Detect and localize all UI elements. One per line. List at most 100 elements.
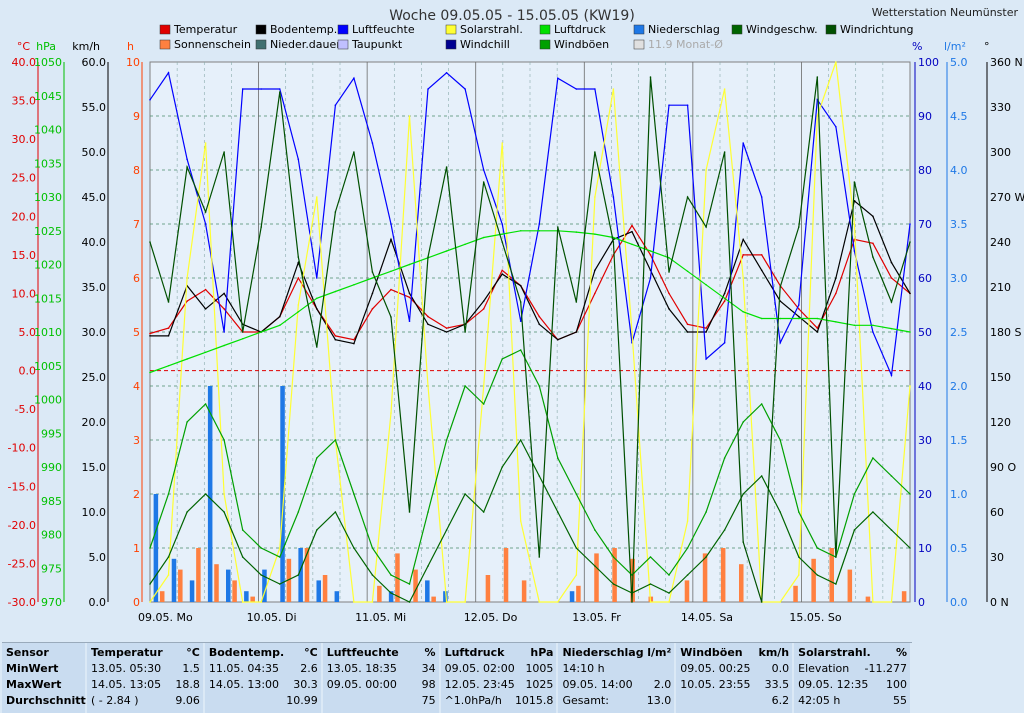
stats-cell: Gesamt: [562,694,609,707]
y-tick-label: 30.0 [82,326,107,339]
bar-niederschlag [443,591,448,602]
series-point [371,308,374,310]
series-point [149,99,151,101]
series-point [538,229,541,232]
series-point [538,475,541,477]
series-point [241,337,244,340]
y-tick-label: 2 [133,488,140,501]
series-point [557,338,559,341]
bar-sonnenschein [178,569,183,602]
y-tick-label: 60 [990,506,1004,519]
bar-sonnenschein [431,596,436,602]
series-point [297,304,300,306]
stats-cell: 10.05. 23:55 [680,678,751,691]
series-point [538,385,541,387]
legend-swatch [445,24,457,35]
y-tick-label: 1000 [34,394,62,407]
bar-sonnenschein [739,564,744,602]
y-tick-label: -20.0 [8,519,36,532]
stats-cell: 09.05. 02:00 [444,662,515,675]
series-point [797,511,800,513]
series-point [909,241,911,243]
series-point [909,385,911,387]
series-point [612,196,615,198]
series-point [760,403,763,405]
series-point [204,211,207,213]
series-point [464,243,466,246]
series-point [816,115,819,117]
x-tick-label: 10.05. Di [247,611,297,624]
bar-sonnenschein [286,558,292,602]
bar-niederschlag [280,386,285,602]
x-tick-label: 09.05. Mo [138,611,193,624]
series-point [390,238,392,241]
y-tick-label: 0 [918,596,925,609]
series-point [223,344,225,347]
legend-swatch [255,24,267,35]
bar-sonnenschein [503,548,509,602]
series-point [872,215,874,218]
series-point [223,439,225,441]
y-tick-label: 3 [133,434,140,447]
series-point [575,301,578,303]
series-line [149,438,911,603]
series-point [705,169,707,171]
series-point [538,556,541,558]
y-tick-label: 15.0 [82,461,107,474]
chart-title: Woche 09.05.05 - 15.05.05 (KW19) [389,8,635,24]
legend-label: Bodentemp. [270,23,337,36]
series-point [631,243,633,246]
y-tick-label: -25.0 [8,557,36,570]
series-point [334,511,337,513]
stats-row: 14.05. 13:05 18.8 [91,677,200,693]
series-point [816,331,819,333]
series-point [223,331,225,333]
series-point [853,529,856,531]
y-tick-label: 300 [990,146,1011,159]
series-point [445,166,448,168]
y-tick-label: 45.0 [82,191,107,204]
legend-label: Luftfeuchte [352,23,415,36]
series-point [297,261,300,264]
stats-row: 13.05. 05:30 1.5 [91,661,200,677]
series-point [835,277,837,279]
y-tick-label: 90 [918,110,932,123]
bar-sonnenschein [594,553,599,602]
stats-row: 14:10 h [562,661,671,677]
series-point [223,493,225,495]
series-point [445,327,448,329]
series-point [668,104,670,106]
stats-column: Temperatur °C 13.05. 05:30 1.5 14.05. 13:05 1… [87,643,205,713]
series-point [167,72,170,74]
series-point [204,142,207,144]
series-point [557,601,559,603]
series-point [427,385,429,387]
stats-cell: 98 [421,678,436,691]
y-tick-label: 25.0 [82,371,107,384]
bar-niederschlag [388,591,394,602]
series-point [427,315,429,318]
series-point [779,601,782,603]
series-point [353,283,355,286]
series-point [723,297,726,300]
stats-cell: 13.05. 05:30 [91,662,162,675]
series-point [872,331,874,333]
series-point [705,358,707,360]
series-point [649,76,652,78]
y-tick-label: 120 [990,416,1011,429]
series-point [353,151,355,153]
series-point [649,254,652,256]
y-tick-label: 15.0 [12,249,37,262]
series-point [445,250,448,252]
legend-label: Windrichtung [840,23,913,36]
series-point [501,241,503,243]
legend-label: Solarstrahl. [460,23,523,36]
series-point [390,223,392,225]
stats-row: 11.05. 04:35 2.6 [209,661,318,677]
legend-swatch [337,39,349,50]
axis-unit: ° [984,40,990,53]
series-point [167,493,170,495]
series-point [297,574,300,576]
y-tick-label: 1035 [34,157,62,170]
series-point [241,529,244,531]
